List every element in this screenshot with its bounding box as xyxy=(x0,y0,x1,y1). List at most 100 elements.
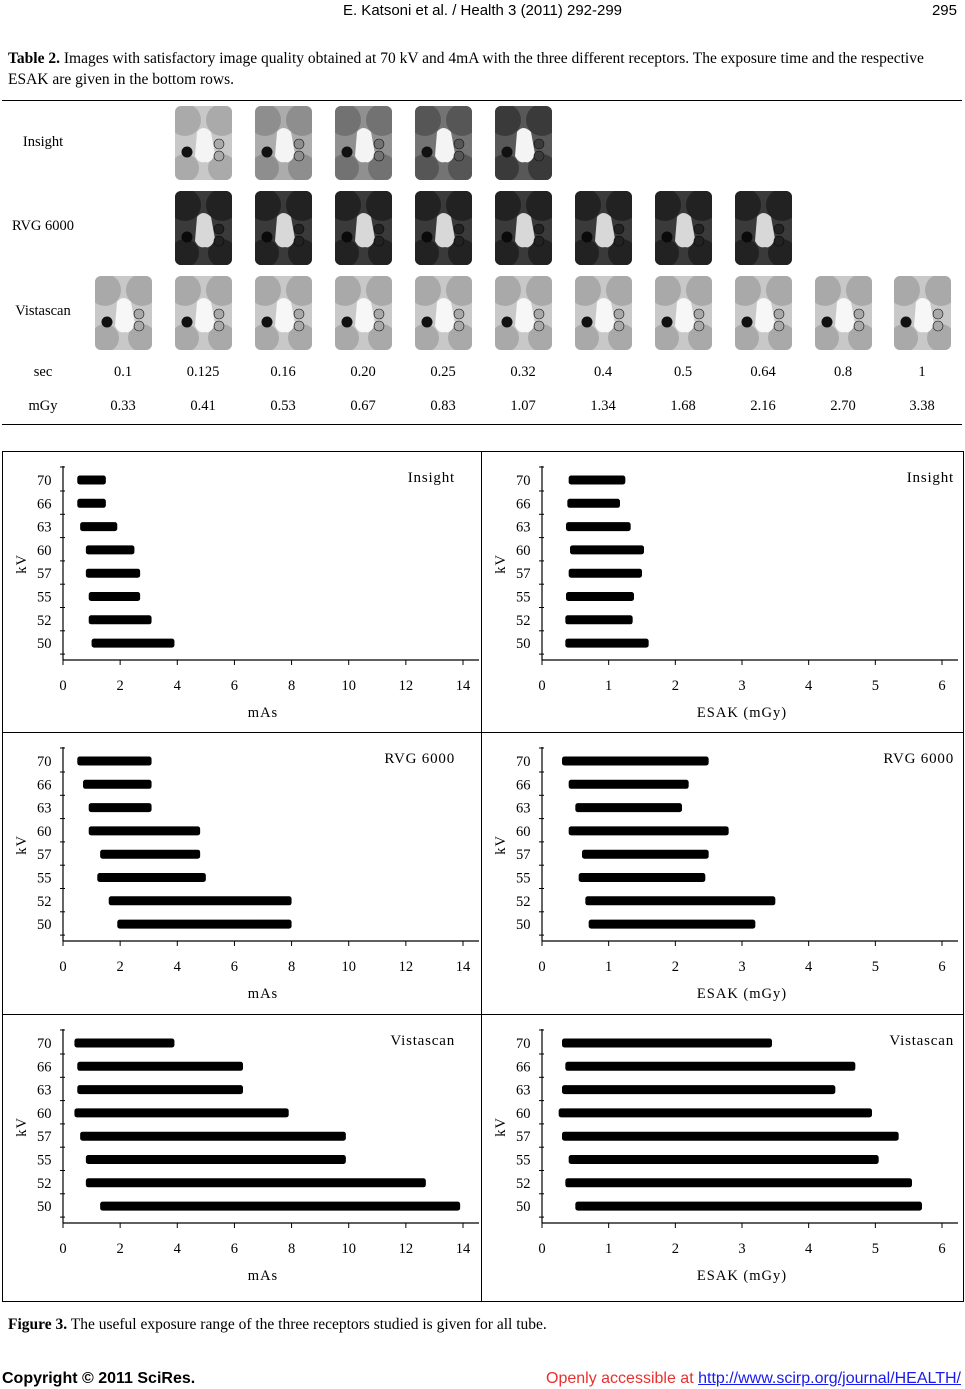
y-axis-title: kV xyxy=(14,554,30,574)
x-tick-label: 0 xyxy=(538,959,545,975)
sec-value: 1 xyxy=(918,364,926,380)
exposure-range-chart: 70 66 63 60 57 55 52 50 kV 0 1 2 3 4 5 6 ESAK (mGy) Insig… xyxy=(482,452,960,732)
y-tick-label: 63 xyxy=(516,801,531,817)
y-tick-label: 50 xyxy=(37,636,52,652)
range-bar xyxy=(567,498,620,508)
range-bar xyxy=(568,475,626,485)
range-bar xyxy=(588,919,756,929)
exposure-range-chart: 70 66 63 60 57 55 52 50 kV 0 2 4 6 8 10 12 14 mAs RVG 6000 xyxy=(3,733,481,1013)
x-tick-label: 2 xyxy=(672,678,679,694)
x-tick-label: 6 xyxy=(231,678,238,694)
y-axis-title: kV xyxy=(493,1117,509,1137)
x-tick-label: 8 xyxy=(288,1241,295,1257)
y-tick-label: 70 xyxy=(516,473,531,489)
range-bar xyxy=(88,803,152,813)
y-axis-title: kV xyxy=(493,554,509,574)
range-bar xyxy=(565,1178,912,1188)
x-tick-label: 14 xyxy=(456,1241,471,1257)
y-tick-label: 55 xyxy=(37,1153,52,1169)
row-label-rvg6000: RVG 6000 xyxy=(11,218,75,234)
y-tick-label: 70 xyxy=(37,1036,52,1052)
y-tick-label: 57 xyxy=(516,847,531,863)
range-bar xyxy=(88,826,201,836)
x-axis-title: mAs xyxy=(248,986,278,1002)
x-tick-label: 1 xyxy=(605,959,612,975)
x-tick-label: 12 xyxy=(399,1241,414,1257)
range-bar xyxy=(585,896,776,906)
range-bar xyxy=(570,545,644,555)
x-tick-label: 6 xyxy=(231,1241,238,1257)
y-tick-label: 57 xyxy=(37,847,52,863)
range-bar xyxy=(568,1155,879,1164)
x-axis-title: ESAK (mGy) xyxy=(697,705,787,721)
radiograph-thumbnail xyxy=(575,276,632,350)
mgy-value: 2.70 xyxy=(830,398,856,414)
range-bar xyxy=(565,615,633,625)
y-tick-label: 60 xyxy=(516,1106,531,1122)
x-tick-label: 2 xyxy=(117,1241,124,1257)
range-bar xyxy=(582,849,709,859)
panel-receptor-label: RVG 6000 xyxy=(384,751,455,767)
radiograph-thumbnail xyxy=(415,106,472,180)
y-tick-label: 50 xyxy=(516,917,531,933)
x-tick-label: 14 xyxy=(456,959,471,975)
y-tick-label: 63 xyxy=(37,1083,52,1099)
radiograph-thumbnail xyxy=(175,191,232,265)
y-tick-label: 55 xyxy=(516,871,531,887)
range-bar xyxy=(88,615,152,625)
exposure-range-chart: 70 66 63 60 57 55 52 50 kV 0 1 2 3 4 5 6 ESAK (mGy) RVG 6… xyxy=(482,733,960,1013)
radiograph-thumbnail xyxy=(495,276,552,350)
x-tick-label: 4 xyxy=(174,1241,182,1257)
mgy-value: 0.41 xyxy=(190,398,216,414)
range-bar xyxy=(77,475,106,485)
y-tick-label: 60 xyxy=(37,824,52,840)
x-tick-label: 3 xyxy=(738,959,745,975)
y-tick-label: 50 xyxy=(516,1199,531,1215)
y-tick-label: 55 xyxy=(37,590,52,606)
radiograph-thumbnail xyxy=(655,191,712,265)
x-tick-label: 6 xyxy=(231,959,238,975)
x-tick-label: 12 xyxy=(399,959,414,975)
row-label-vistascan: Vistascan xyxy=(15,303,71,319)
range-bar xyxy=(83,779,152,789)
radiograph-thumbnail xyxy=(175,106,232,180)
radiograph-thumbnail xyxy=(815,276,872,350)
panel-receptor-label: Vistascan xyxy=(390,1033,455,1049)
radiograph-thumbnail xyxy=(175,276,232,350)
radiograph-thumbnail xyxy=(495,106,552,180)
range-bar xyxy=(85,545,135,555)
y-tick-label: 66 xyxy=(37,777,52,793)
range-bar xyxy=(575,803,682,813)
table-caption-label: Table 2. xyxy=(8,50,60,67)
range-bar xyxy=(558,1108,872,1118)
range-bar xyxy=(568,779,689,789)
sec-value: 0.25 xyxy=(430,364,456,380)
radiograph-thumbnail xyxy=(894,276,951,350)
y-axis-title: kV xyxy=(14,1117,30,1137)
x-axis-title: ESAK (mGy) xyxy=(697,1268,787,1284)
y-tick-label: 57 xyxy=(516,1129,531,1145)
x-tick-label: 5 xyxy=(872,678,879,694)
range-bar xyxy=(566,592,634,601)
range-bar xyxy=(80,522,118,532)
range-bar xyxy=(565,1061,856,1071)
range-bar xyxy=(85,1155,346,1164)
y-tick-label: 50 xyxy=(516,636,531,652)
y-tick-label: 66 xyxy=(37,1059,52,1075)
range-bar xyxy=(566,522,631,532)
x-tick-label: 4 xyxy=(174,678,182,694)
range-bar xyxy=(108,896,292,906)
x-tick-label: 2 xyxy=(672,959,679,975)
exposure-range-chart: 70 66 63 60 57 55 52 50 kV 0 2 4 6 8 10 12 14 mAs Vistasca… xyxy=(3,1015,481,1295)
journal-link[interactable]: http://www.scirp.org/journal/HEALTH/ xyxy=(698,1370,961,1387)
x-tick-label: 10 xyxy=(341,678,356,694)
mgy-value: 1.68 xyxy=(670,398,696,414)
x-tick-label: 6 xyxy=(938,678,945,694)
range-bar xyxy=(562,1038,772,1048)
mgy-value: 2.16 xyxy=(750,398,776,414)
range-bar xyxy=(575,1201,922,1211)
figure-divider-row1 xyxy=(2,732,963,733)
radiograph-thumbnail xyxy=(255,276,312,350)
range-bar xyxy=(100,1201,461,1211)
y-tick-label: 70 xyxy=(37,754,52,770)
